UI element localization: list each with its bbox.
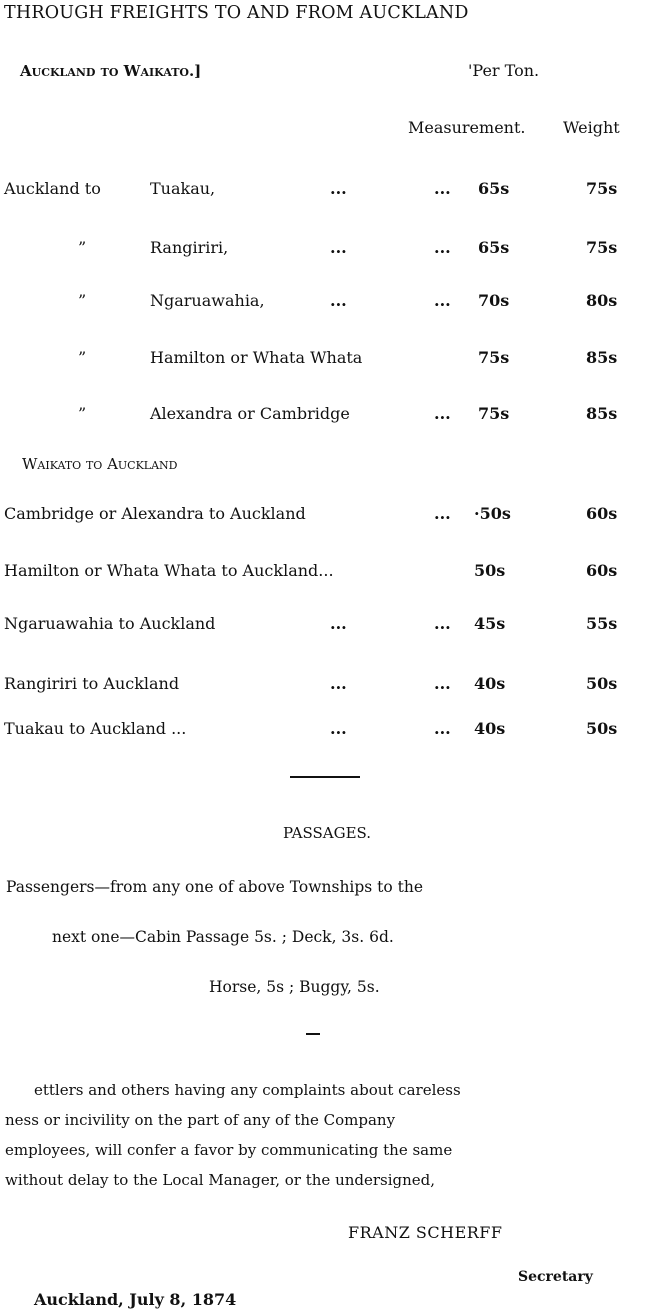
row-prefix: Auckland to xyxy=(4,179,101,198)
row-prefix: ” xyxy=(78,238,87,257)
row-leader-dots: ... xyxy=(434,179,451,198)
row-weight-rate: 80s xyxy=(586,291,618,310)
row-leader-dots: ... xyxy=(434,504,451,523)
notice-date: Auckland, July 8, 1874 xyxy=(34,1290,237,1309)
row-route: Hamilton or Whata Whata to Auckland... xyxy=(4,561,334,580)
row-leader-dots: ... xyxy=(330,674,347,693)
row-prefix: ” xyxy=(78,348,87,367)
row-prefix: ” xyxy=(78,404,87,423)
row-leader-dots: ... xyxy=(330,179,347,198)
passages-line-3: Horse, 5s ; Buggy, 5s. xyxy=(209,978,380,996)
row-destination: Hamilton or Whata Whata xyxy=(150,348,363,367)
per-ton-label: 'Per Ton. xyxy=(468,61,540,80)
notice-line-3: employees, will confer a favor by commun… xyxy=(5,1141,453,1159)
row-leader-dots: ... xyxy=(330,238,347,257)
row-leader-dots: ... xyxy=(330,614,347,633)
page-title: THROUGH FREIGHTS TO AND FROM AUCKLAND xyxy=(4,3,469,23)
section-heading-waikato-to-auckland: Waikato to Auckland xyxy=(22,455,178,473)
row-weight-rate: 85s xyxy=(586,404,618,423)
divider-mark xyxy=(306,1033,320,1035)
passages-line-1: Passengers—from any one of above Townshi… xyxy=(6,878,424,896)
row-measurement-rate: 75s xyxy=(478,348,510,367)
row-measurement-rate: ·50s xyxy=(474,504,511,523)
column-header-measurement: Measurement. xyxy=(408,118,526,137)
row-destination: Tuakau, xyxy=(150,179,216,198)
row-weight-rate: 75s xyxy=(586,179,618,198)
row-measurement-rate: 40s xyxy=(474,674,506,693)
notice-line-2: ness or incivility on the part of any of… xyxy=(5,1111,396,1129)
notice-line-1: ettlers and others having any complaints… xyxy=(34,1081,461,1099)
row-measurement-rate: 40s xyxy=(474,719,506,738)
row-weight-rate: 85s xyxy=(586,348,618,367)
row-measurement-rate: 50s xyxy=(474,561,506,580)
notice-line-4: without delay to the Local Manager, or t… xyxy=(5,1171,436,1189)
signatory-name: FRANZ SCHERFF xyxy=(348,1223,503,1242)
row-weight-rate: 75s xyxy=(586,238,618,257)
row-route: Tuakau to Auckland ... xyxy=(4,719,187,738)
row-prefix: ” xyxy=(78,291,87,310)
row-destination: Ngaruawahia, xyxy=(150,291,265,310)
signatory-role: Secretary xyxy=(518,1269,593,1285)
row-leader-dots: ... xyxy=(434,719,451,738)
passages-heading: PASSAGES. xyxy=(282,824,372,842)
row-measurement-rate: 70s xyxy=(478,291,510,310)
row-destination: Alexandra or Cambridge xyxy=(150,404,350,423)
column-header-weight: Weight xyxy=(563,118,620,137)
row-leader-dots: ... xyxy=(330,719,347,738)
row-measurement-rate: 45s xyxy=(474,614,506,633)
row-measurement-rate: 65s xyxy=(478,238,510,257)
row-weight-rate: 50s xyxy=(586,674,618,693)
section-heading-auckland-to-waikato: Auckland to Waikato.] xyxy=(20,62,202,80)
row-weight-rate: 60s xyxy=(586,561,618,580)
row-leader-dots: ... xyxy=(434,614,451,633)
row-leader-dots: ... xyxy=(434,674,451,693)
row-leader-dots: ... xyxy=(434,404,451,423)
row-weight-rate: 55s xyxy=(586,614,618,633)
row-measurement-rate: 65s xyxy=(478,179,510,198)
row-route: Rangiriri to Auckland xyxy=(4,674,180,693)
divider-rule xyxy=(290,776,360,778)
row-destination: Rangiriri, xyxy=(150,238,229,257)
row-leader-dots: ... xyxy=(434,291,451,310)
passages-line-2: next one—Cabin Passage 5s. ; Deck, 3s. 6… xyxy=(52,928,394,946)
row-leader-dots: ... xyxy=(330,291,347,310)
row-route: Cambridge or Alexandra to Auckland xyxy=(4,504,306,523)
row-leader-dots: ... xyxy=(434,238,451,257)
row-measurement-rate: 75s xyxy=(478,404,510,423)
row-weight-rate: 60s xyxy=(586,504,618,523)
row-route: Ngaruawahia to Auckland xyxy=(4,614,216,633)
row-weight-rate: 50s xyxy=(586,719,618,738)
